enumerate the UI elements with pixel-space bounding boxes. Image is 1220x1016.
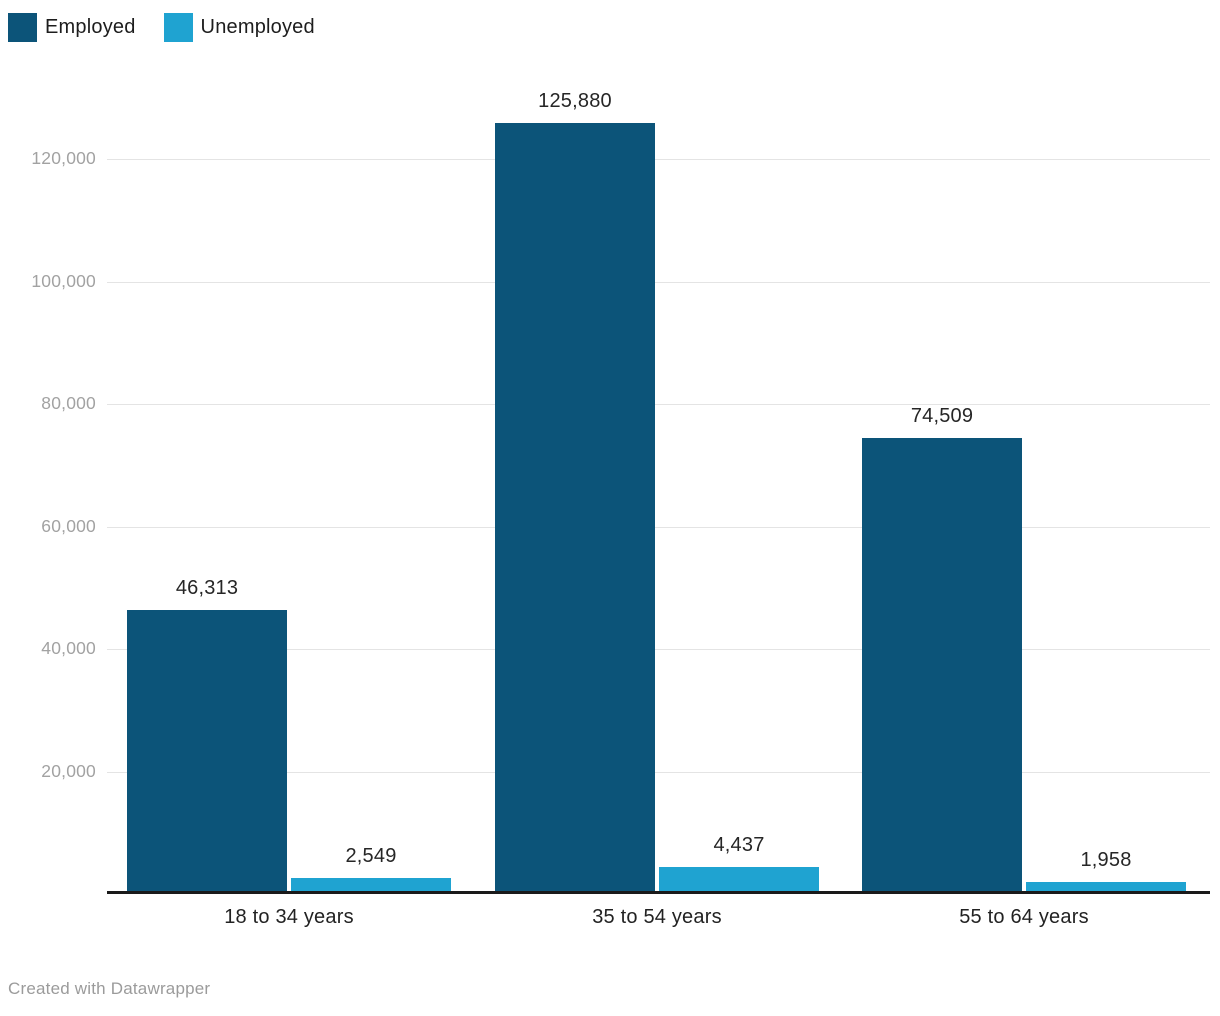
gridline-40,000 [107,649,1210,650]
bar-unemployed-0[interactable] [291,878,451,894]
legend-item-employed: Employed [8,13,136,42]
bar-unemployed-1[interactable] [659,867,819,894]
bar-employed-2[interactable] [862,438,1022,894]
y-tick-label: 80,000 [41,393,96,413]
legend-swatch-unemployed-icon [163,13,193,42]
gridline-60,000 [107,527,1210,528]
y-tick-label: 20,000 [41,761,96,781]
value-label-unemployed-1: 4,437 [713,834,765,856]
gridline-100,000 [107,282,1210,283]
category-label-2: 55 to 64 years [959,906,1089,928]
bar-employed-1[interactable] [495,123,655,894]
category-label-0: 18 to 34 years [224,906,354,928]
y-tick-label: 40,000 [41,638,96,658]
value-label-employed-0: 46,313 [175,577,239,599]
x-axis-line [107,891,1210,894]
legend-label-unemployed: Unemployed [200,16,315,38]
legend: Employed Unemployed [8,13,315,42]
gridline-80,000 [107,404,1210,405]
attribution: Created with Datawrapper [8,979,211,998]
y-tick-label: 100,000 [31,271,96,291]
legend-label-employed: Employed [45,16,136,38]
bar-employed-0[interactable] [127,610,287,894]
gridline-20,000 [107,772,1210,773]
value-label-unemployed-0: 2,549 [345,845,397,867]
legend-item-unemployed: Unemployed [163,13,315,42]
value-label-employed-2: 74,509 [910,405,974,427]
y-tick-label: 60,000 [41,516,96,536]
value-label-employed-1: 125,880 [538,90,612,112]
category-label-1: 35 to 54 years [592,906,722,928]
legend-swatch-employed-icon [8,13,37,42]
gridline-120,000 [107,159,1210,160]
y-tick-label: 120,000 [31,148,96,168]
value-label-unemployed-2: 1,958 [1080,849,1132,871]
